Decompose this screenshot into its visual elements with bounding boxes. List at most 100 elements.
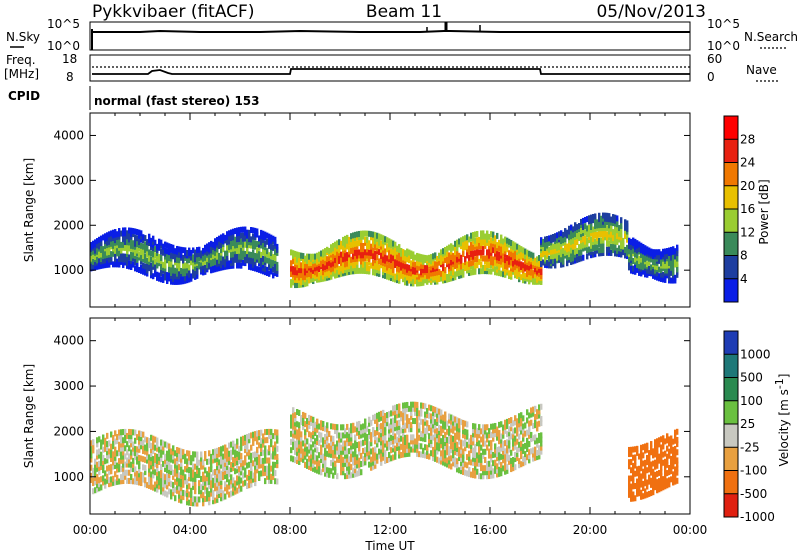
velocity-cell bbox=[326, 450, 329, 457]
velocity-cell bbox=[490, 456, 493, 463]
velocity-cell bbox=[258, 458, 261, 465]
power-cell bbox=[136, 229, 139, 236]
power-cell bbox=[548, 260, 551, 267]
velocity-cell bbox=[258, 454, 261, 461]
velocity-cell bbox=[322, 421, 325, 428]
velocity-cell bbox=[170, 456, 173, 463]
velocity-cell bbox=[474, 464, 477, 471]
power-cell bbox=[382, 253, 385, 260]
velocity-cell bbox=[312, 420, 315, 427]
velocity-cell bbox=[408, 446, 411, 453]
power-cell bbox=[490, 252, 493, 259]
velocity-cell bbox=[248, 478, 251, 485]
velocity-cell bbox=[436, 436, 439, 443]
power-cell bbox=[528, 250, 531, 257]
power-cell bbox=[400, 256, 403, 263]
velocity-cell bbox=[358, 449, 361, 456]
velocity-cell bbox=[408, 426, 411, 433]
power-cell bbox=[158, 257, 161, 264]
velocity-cell bbox=[224, 481, 227, 488]
velocity-cell bbox=[504, 448, 507, 455]
power-cell bbox=[304, 255, 307, 262]
velocity-cell bbox=[472, 459, 475, 466]
velocity-cell bbox=[314, 421, 317, 428]
power-cell bbox=[620, 217, 623, 224]
velocity-cell bbox=[138, 475, 141, 482]
power-cell bbox=[234, 256, 237, 263]
velocity-cell bbox=[388, 456, 391, 463]
velocity-cell bbox=[152, 456, 155, 463]
velocity-cell bbox=[240, 461, 243, 468]
velocity-cell bbox=[196, 496, 199, 503]
velocity-cell bbox=[640, 448, 643, 455]
velocity-cell bbox=[332, 448, 335, 455]
power-cell bbox=[134, 237, 137, 244]
velocity-cell bbox=[194, 471, 197, 478]
power-cell bbox=[360, 255, 363, 262]
power-cell bbox=[676, 244, 679, 251]
power-cell bbox=[448, 273, 451, 280]
velocity-cell bbox=[364, 455, 367, 462]
power-cell bbox=[102, 250, 105, 257]
velocity-cell bbox=[440, 413, 443, 420]
velocity-cell bbox=[428, 437, 431, 444]
velocity-cell bbox=[474, 448, 477, 455]
velocity-cell bbox=[400, 452, 403, 459]
power-cell bbox=[588, 218, 591, 225]
velocity-cell bbox=[188, 467, 191, 474]
velocity-cell bbox=[406, 406, 409, 413]
velocity-cell bbox=[164, 466, 167, 473]
power-cell bbox=[168, 272, 171, 279]
power-cell bbox=[216, 236, 219, 243]
velocity-cell bbox=[418, 410, 421, 417]
power-cell bbox=[610, 228, 613, 235]
velocity-cell bbox=[98, 448, 101, 455]
power-cell bbox=[266, 248, 269, 255]
power-cell bbox=[174, 267, 177, 274]
power-cell bbox=[240, 238, 243, 245]
power-cell bbox=[242, 241, 245, 248]
power-cell bbox=[96, 263, 99, 270]
velocity-cell bbox=[538, 453, 541, 460]
power-cell bbox=[496, 263, 499, 270]
power-cell bbox=[346, 252, 349, 259]
power-cell bbox=[574, 248, 577, 255]
velocity-cell bbox=[430, 429, 433, 436]
velocity-cell bbox=[494, 422, 497, 429]
velocity-cell bbox=[328, 430, 331, 437]
power-cell bbox=[294, 269, 297, 276]
power-cell bbox=[552, 243, 555, 250]
power-cell bbox=[102, 246, 105, 253]
velocity-cell bbox=[486, 473, 489, 480]
velocity-cell bbox=[344, 428, 347, 435]
velocity-cell bbox=[346, 468, 349, 475]
velocity-cell bbox=[390, 410, 393, 417]
velocity-cell bbox=[226, 447, 229, 454]
power-cell bbox=[608, 219, 611, 226]
velocity-cell bbox=[226, 488, 229, 495]
velocity-cell bbox=[196, 455, 199, 462]
velocity-cell bbox=[154, 481, 157, 488]
velocity-cell bbox=[442, 455, 445, 462]
power-cell bbox=[498, 242, 501, 249]
velocity-cell bbox=[356, 421, 359, 428]
velocity-cell bbox=[448, 446, 451, 453]
velocity-cell bbox=[528, 420, 531, 427]
velocity-cell bbox=[388, 423, 391, 430]
power-cell bbox=[300, 267, 303, 274]
velocity-cell bbox=[332, 464, 335, 471]
power-cell bbox=[252, 243, 255, 250]
velocity-cell bbox=[498, 450, 501, 457]
velocity-cell bbox=[348, 460, 351, 467]
velocity-cell bbox=[176, 483, 179, 490]
velocity-cell bbox=[514, 435, 517, 442]
velocity-cell bbox=[482, 465, 485, 472]
power-cell bbox=[132, 249, 135, 256]
power-cell bbox=[130, 264, 133, 271]
velocity-cell bbox=[130, 449, 133, 456]
velocity-cell bbox=[530, 448, 533, 455]
velocity-cell bbox=[210, 466, 213, 473]
power-cell bbox=[626, 244, 629, 251]
power-cell bbox=[550, 234, 553, 241]
velocity-cell bbox=[254, 463, 257, 470]
